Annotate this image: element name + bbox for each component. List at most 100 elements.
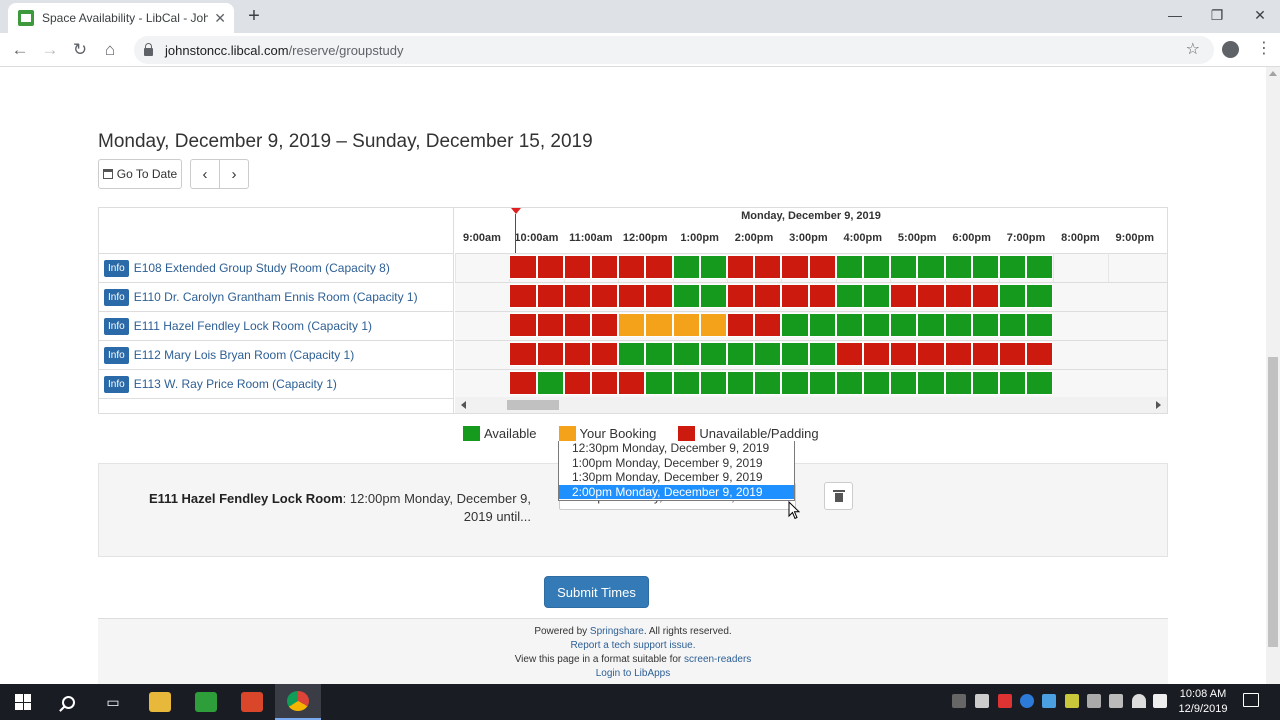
scroll-thumb[interactable] xyxy=(507,400,559,410)
tray-app-icon[interactable] xyxy=(1042,694,1056,708)
available-slot[interactable] xyxy=(863,313,891,337)
available-slot[interactable] xyxy=(699,284,727,308)
available-slot[interactable] xyxy=(863,255,891,279)
previous-button[interactable]: ‹ xyxy=(190,159,220,189)
available-slot[interactable] xyxy=(971,371,999,395)
search-button[interactable] xyxy=(45,684,91,720)
window-close-icon[interactable]: ✕ xyxy=(1254,6,1266,23)
available-slot[interactable] xyxy=(699,371,727,395)
back-arrow-icon[interactable]: ← xyxy=(11,40,29,59)
menu-kebab-icon[interactable]: ⋮ xyxy=(1256,40,1272,57)
available-slot[interactable] xyxy=(645,342,673,366)
battery-icon[interactable] xyxy=(1109,694,1123,708)
available-slot[interactable] xyxy=(672,342,700,366)
report-issue-link[interactable]: Report a tech support issue. xyxy=(570,640,696,651)
available-slot[interactable] xyxy=(672,371,700,395)
room-info-button[interactable]: Info xyxy=(104,375,129,393)
available-slot[interactable] xyxy=(944,255,972,279)
room-info-button[interactable]: Info xyxy=(104,317,129,335)
submit-times-button[interactable]: Submit Times xyxy=(544,576,649,608)
bluetooth-icon[interactable] xyxy=(1020,694,1034,708)
login-libapps-link[interactable]: Login to LibApps xyxy=(595,668,671,679)
room-info-button[interactable]: Info xyxy=(104,346,129,364)
available-slot[interactable] xyxy=(890,371,918,395)
booked-slot[interactable] xyxy=(645,313,673,337)
available-slot[interactable] xyxy=(971,313,999,337)
available-slot[interactable] xyxy=(971,255,999,279)
springshare-link[interactable]: Springshare xyxy=(589,626,644,637)
new-tab-icon[interactable]: + xyxy=(248,5,260,27)
available-slot[interactable] xyxy=(944,371,972,395)
profile-avatar-icon[interactable] xyxy=(1222,41,1239,58)
available-slot[interactable] xyxy=(863,371,891,395)
scroll-left-icon[interactable] xyxy=(461,401,466,409)
available-slot[interactable] xyxy=(917,255,945,279)
wifi-icon[interactable] xyxy=(1132,694,1146,708)
room-name-link[interactable]: E112 Mary Lois Bryan Room (Capacity 1) xyxy=(133,348,355,362)
available-slot[interactable] xyxy=(944,313,972,337)
available-slot[interactable] xyxy=(1026,313,1054,337)
start-button[interactable] xyxy=(0,684,46,720)
available-slot[interactable] xyxy=(699,255,727,279)
available-slot[interactable] xyxy=(999,371,1027,395)
available-slot[interactable] xyxy=(781,313,809,337)
minimize-icon[interactable]: — xyxy=(1168,7,1182,23)
available-slot[interactable] xyxy=(536,371,564,395)
available-slot[interactable] xyxy=(835,313,863,337)
booked-slot[interactable] xyxy=(672,313,700,337)
camtasia-red-button[interactable] xyxy=(229,684,275,720)
scroll-right-icon[interactable] xyxy=(1156,401,1161,409)
room-info-button[interactable]: Info xyxy=(104,288,129,306)
tray-display-icon[interactable] xyxy=(1087,694,1101,708)
available-slot[interactable] xyxy=(754,342,782,366)
go-to-date-button[interactable]: Go To Date xyxy=(98,159,182,189)
dropdown-option[interactable]: 2:00pm Monday, December 9, 2019 xyxy=(559,484,794,499)
room-name-link[interactable]: E113 W. Ray Price Room (Capacity 1) xyxy=(133,377,337,391)
tray-shield-icon[interactable] xyxy=(975,694,989,708)
available-slot[interactable] xyxy=(808,371,836,395)
next-button[interactable]: › xyxy=(219,159,249,189)
home-icon[interactable]: ⌂ xyxy=(104,40,116,59)
available-slot[interactable] xyxy=(999,284,1027,308)
dropdown-option[interactable]: 1:30pm Monday, December 9, 2019 xyxy=(572,470,763,484)
screen-readers-link[interactable]: screen-readers xyxy=(684,654,752,665)
available-slot[interactable] xyxy=(618,342,646,366)
available-slot[interactable] xyxy=(672,255,700,279)
chrome-button[interactable] xyxy=(275,684,321,720)
file-explorer-button[interactable] xyxy=(137,684,183,720)
available-slot[interactable] xyxy=(917,371,945,395)
available-slot[interactable] xyxy=(808,342,836,366)
available-slot[interactable] xyxy=(917,313,945,337)
notification-center-icon[interactable] xyxy=(1243,693,1259,707)
available-slot[interactable] xyxy=(863,284,891,308)
horizontal-scrollbar[interactable] xyxy=(455,397,1167,413)
booked-slot[interactable] xyxy=(699,313,727,337)
browser-tab[interactable]: Space Availability - LibCal - Johnston ✕ xyxy=(8,3,234,33)
tray-security-icon[interactable] xyxy=(998,694,1012,708)
delete-booking-button[interactable] xyxy=(824,482,853,510)
available-slot[interactable] xyxy=(999,255,1027,279)
room-name-link[interactable]: E111 Hazel Fendley Lock Room (Capacity 1… xyxy=(133,319,373,333)
task-view-button[interactable]: ▭ xyxy=(90,684,136,720)
available-slot[interactable] xyxy=(645,371,673,395)
forward-arrow-icon[interactable]: → xyxy=(41,40,59,59)
vertical-scrollbar[interactable] xyxy=(1266,67,1280,684)
available-slot[interactable] xyxy=(999,313,1027,337)
tray-defender-icon[interactable] xyxy=(1065,694,1079,708)
available-slot[interactable] xyxy=(754,371,782,395)
available-slot[interactable] xyxy=(699,342,727,366)
available-slot[interactable] xyxy=(1026,255,1054,279)
address-bar[interactable]: johnstoncc.libcal.com/reserve/groupstudy… xyxy=(134,36,1214,64)
available-slot[interactable] xyxy=(890,313,918,337)
available-slot[interactable] xyxy=(727,371,755,395)
available-slot[interactable] xyxy=(835,284,863,308)
bookmark-star-icon[interactable]: ☆ xyxy=(1185,41,1200,58)
available-slot[interactable] xyxy=(808,313,836,337)
available-slot[interactable] xyxy=(835,255,863,279)
dropdown-option[interactable]: 12:30pm Monday, December 9, 2019 xyxy=(572,441,770,455)
available-slot[interactable] xyxy=(1026,284,1054,308)
available-slot[interactable] xyxy=(1026,371,1054,395)
restore-icon[interactable]: ❐ xyxy=(1210,6,1224,23)
dropdown-option[interactable]: 1:00pm Monday, December 9, 2019 xyxy=(572,455,763,470)
room-name-link[interactable]: E110 Dr. Carolyn Grantham Ennis Room (Ca… xyxy=(133,290,418,304)
